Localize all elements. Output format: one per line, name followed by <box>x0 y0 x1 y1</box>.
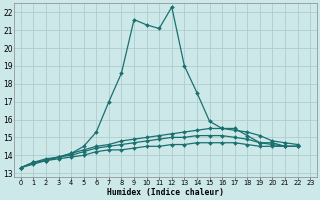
X-axis label: Humidex (Indice chaleur): Humidex (Indice chaleur) <box>107 188 224 197</box>
